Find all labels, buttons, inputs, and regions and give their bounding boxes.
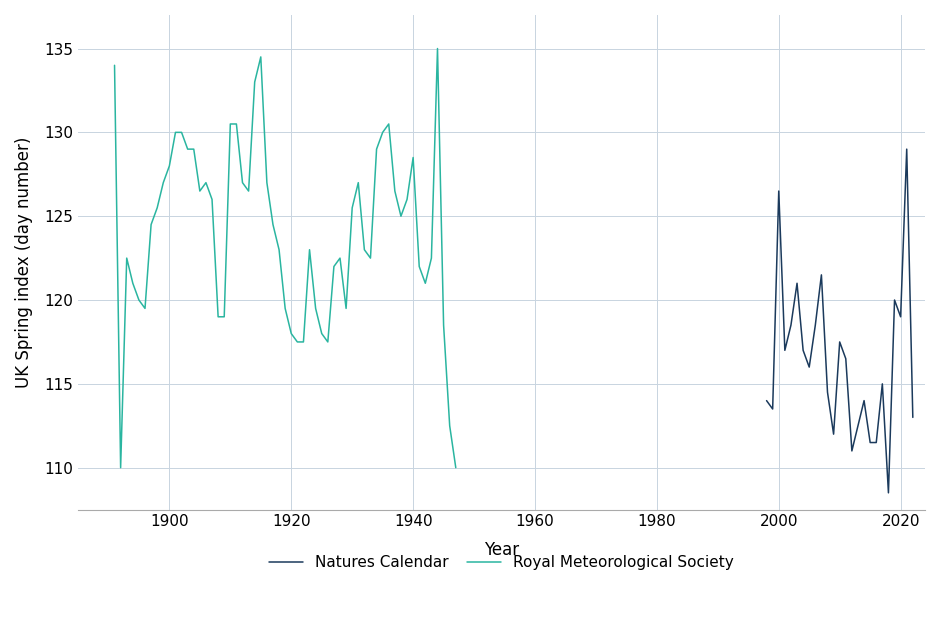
Royal Meteorological Society [207,196,218,203]
Natures Calendar [816,271,827,278]
Natures Calendar [907,414,918,421]
Natures Calendar [760,397,772,404]
Royal Meteorological Society [127,280,138,287]
Natures Calendar [895,313,906,320]
Natures Calendar [767,405,778,413]
Natures Calendar [889,297,901,304]
Royal Meteorological Society [347,204,358,211]
Royal Meteorological Society [450,464,462,472]
Natures Calendar [834,338,845,345]
Natures Calendar [791,280,803,287]
Natures Calendar [809,322,821,329]
Natures Calendar [865,439,876,446]
Natures Calendar [846,447,857,455]
Natures Calendar [828,430,839,438]
Line: Royal Meteorological Society: Royal Meteorological Society [115,48,456,468]
Natures Calendar [797,347,808,354]
Natures Calendar [870,439,882,446]
Natures Calendar [901,145,913,153]
Royal Meteorological Society [352,179,364,186]
Natures Calendar [877,380,888,387]
Line: Natures Calendar: Natures Calendar [766,149,913,493]
X-axis label: Year: Year [484,540,519,559]
Natures Calendar [779,347,791,354]
Royal Meteorological Society [431,45,443,52]
Natures Calendar [853,422,864,429]
Natures Calendar [773,187,784,195]
Natures Calendar [804,363,815,371]
Natures Calendar [822,389,833,396]
Royal Meteorological Society [261,179,273,186]
Natures Calendar [840,355,852,362]
Natures Calendar [858,397,870,404]
Natures Calendar [785,322,796,329]
Royal Meteorological Society [109,61,120,69]
Legend: Natures Calendar, Royal Meteorological Society: Natures Calendar, Royal Meteorological S… [263,549,740,576]
Royal Meteorological Society [133,297,145,304]
Y-axis label: UK Spring index (day number): UK Spring index (day number) [15,137,33,388]
Natures Calendar [883,489,894,497]
Royal Meteorological Society [115,464,126,472]
